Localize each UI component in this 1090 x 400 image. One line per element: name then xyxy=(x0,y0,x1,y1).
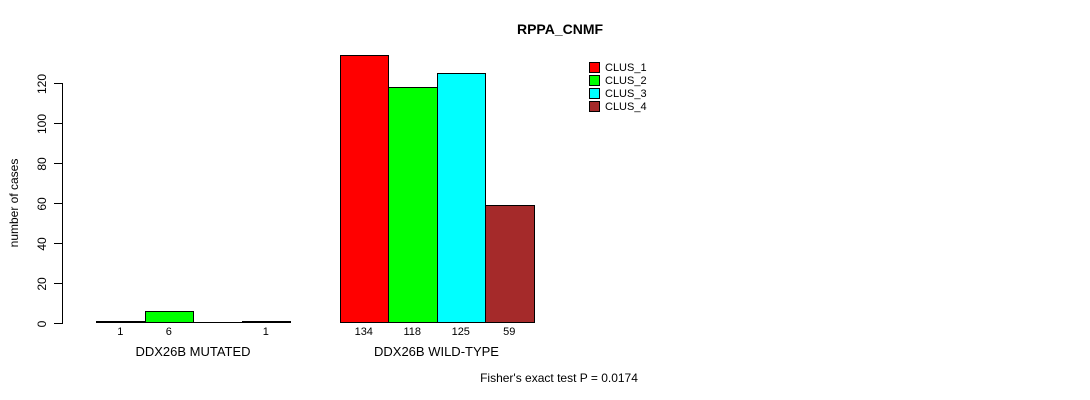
bar xyxy=(241,321,291,323)
legend-label: CLUS_2 xyxy=(605,74,647,87)
y-tick-label: 0 xyxy=(35,320,49,327)
bar xyxy=(144,311,194,323)
bar xyxy=(96,321,146,323)
y-axis-title: number of cases xyxy=(7,158,21,248)
y-tick-mark xyxy=(54,163,62,164)
y-tick-mark xyxy=(54,283,62,284)
y-tick-mark xyxy=(54,243,62,244)
legend-label: CLUS_4 xyxy=(605,100,647,113)
bar xyxy=(436,73,486,323)
legend: CLUS_1 CLUS_2 CLUS_3 CLUS_4 xyxy=(589,61,647,113)
legend-row: CLUS_3 xyxy=(589,87,647,100)
bar-value-label: 59 xyxy=(503,326,516,338)
y-tick-label: 20 xyxy=(35,276,49,291)
bar-value-label: 1 xyxy=(262,326,269,338)
y-tick-label: 40 xyxy=(35,236,49,251)
y-tick-mark xyxy=(54,83,62,84)
legend-swatch xyxy=(589,101,600,112)
legend-swatch xyxy=(589,62,600,73)
bar xyxy=(339,55,389,323)
legend-row: CLUS_1 xyxy=(589,61,647,74)
y-tick-label: 120 xyxy=(35,73,49,94)
bar xyxy=(485,205,535,323)
legend-label: CLUS_3 xyxy=(605,87,647,100)
group-label: DDX26B MUTATED xyxy=(135,344,251,359)
chart-title: RPPA_CNMF xyxy=(516,21,604,37)
y-axis-line xyxy=(62,83,63,324)
bar-value-label: 134 xyxy=(354,326,373,338)
bar-value-label: 1 xyxy=(117,326,124,338)
legend-swatch xyxy=(589,75,600,86)
legend-row: CLUS_4 xyxy=(589,100,647,113)
y-tick-label: 60 xyxy=(35,196,49,211)
bar-value-label: 125 xyxy=(451,326,470,338)
group-label: DDX26B WILD-TYPE xyxy=(374,344,499,359)
bar xyxy=(388,87,438,323)
y-tick-mark xyxy=(54,203,62,204)
y-tick-label: 100 xyxy=(35,113,49,134)
legend-label: CLUS_1 xyxy=(605,61,647,74)
bar-value-label: 6 xyxy=(165,326,172,338)
bar-value-label: 118 xyxy=(403,326,422,338)
legend-row: CLUS_2 xyxy=(589,74,647,87)
y-tick-mark xyxy=(54,123,62,124)
footnote: Fisher's exact test P = 0.0174 xyxy=(480,371,638,385)
y-tick-label: 80 xyxy=(35,156,49,171)
legend-swatch xyxy=(589,88,600,99)
y-tick-mark xyxy=(54,323,62,324)
